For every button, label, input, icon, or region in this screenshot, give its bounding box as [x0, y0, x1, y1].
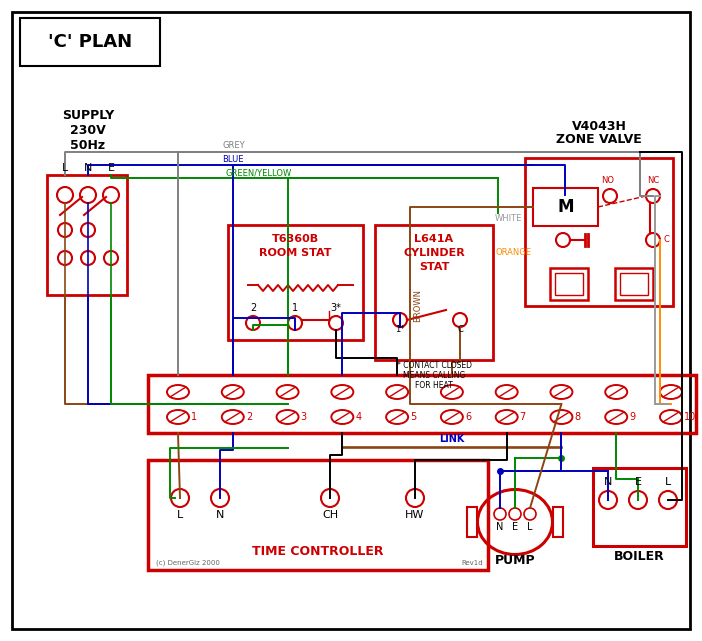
Bar [593, 468, 686, 546]
Text: BLUE: BLUE [222, 155, 244, 164]
Text: WHITE: WHITE [495, 214, 522, 223]
Text: STAT: STAT [419, 262, 449, 272]
Text: 1*: 1* [395, 325, 405, 334]
Text: GREY: GREY [222, 141, 244, 150]
Bar [615, 268, 653, 300]
Bar [228, 225, 363, 340]
Text: NO: NO [602, 176, 614, 185]
Text: L: L [527, 522, 533, 532]
Text: LINK: LINK [439, 434, 465, 444]
Text: MEANS CALLING: MEANS CALLING [403, 371, 465, 380]
Text: E: E [512, 522, 518, 532]
Text: 7: 7 [519, 412, 526, 422]
Text: 4: 4 [355, 412, 362, 422]
Text: (c) DenerGiz 2000: (c) DenerGiz 2000 [156, 560, 220, 567]
Text: Rev1d: Rev1d [461, 560, 483, 566]
Text: SUPPLY: SUPPLY [62, 108, 114, 122]
Text: 'C' PLAN: 'C' PLAN [48, 33, 132, 51]
Text: 50Hz: 50Hz [70, 138, 105, 151]
Text: C: C [457, 325, 463, 334]
Text: ZONE VALVE: ZONE VALVE [556, 133, 642, 146]
Bar [550, 268, 588, 300]
Text: L: L [62, 163, 68, 173]
Bar [47, 175, 127, 295]
Bar [555, 273, 583, 295]
Text: E: E [107, 163, 114, 173]
Text: CYLINDER: CYLINDER [403, 248, 465, 258]
Bar [148, 375, 696, 433]
Bar [620, 273, 648, 295]
Text: N: N [496, 522, 504, 532]
Text: E: E [635, 477, 642, 487]
Text: N: N [216, 510, 224, 520]
Text: BROWN: BROWN [413, 288, 422, 322]
Text: N: N [604, 477, 612, 487]
Text: FOR HEAT: FOR HEAT [415, 381, 453, 390]
Bar [467, 507, 477, 537]
Bar [525, 158, 673, 306]
Text: L641A: L641A [414, 234, 453, 244]
Text: N: N [84, 163, 92, 173]
Text: GREEN/YELLOW: GREEN/YELLOW [225, 168, 291, 177]
Text: HW: HW [405, 510, 425, 520]
Text: 1: 1 [292, 303, 298, 313]
Bar [375, 225, 493, 360]
Text: 3: 3 [300, 412, 307, 422]
Text: L: L [177, 510, 183, 520]
Text: ORANGE: ORANGE [495, 248, 531, 257]
Text: 9: 9 [629, 412, 635, 422]
Text: CH: CH [322, 510, 338, 520]
Text: 8: 8 [574, 412, 581, 422]
Text: 10: 10 [684, 412, 696, 422]
Text: 5: 5 [410, 412, 416, 422]
Text: BOILER: BOILER [614, 550, 665, 563]
Text: 3*: 3* [331, 303, 341, 313]
Text: C: C [663, 235, 669, 244]
Text: 1: 1 [191, 412, 197, 422]
Bar [533, 188, 598, 226]
Text: T6360B: T6360B [272, 234, 319, 244]
Text: * CONTACT CLOSED: * CONTACT CLOSED [397, 361, 472, 370]
Text: ROOM STAT: ROOM STAT [259, 248, 332, 258]
Text: L: L [665, 477, 671, 487]
Bar [148, 460, 488, 570]
Bar [553, 507, 563, 537]
Text: 2: 2 [246, 412, 252, 422]
Text: NC: NC [647, 176, 659, 185]
Text: M: M [557, 198, 574, 216]
Text: 2: 2 [250, 303, 256, 313]
Text: TIME CONTROLLER: TIME CONTROLLER [252, 545, 384, 558]
Bar [20, 18, 160, 66]
Text: 230V: 230V [70, 124, 106, 137]
Text: 6: 6 [465, 412, 471, 422]
Text: V4043H: V4043H [571, 120, 626, 133]
Text: PUMP: PUMP [495, 554, 536, 567]
